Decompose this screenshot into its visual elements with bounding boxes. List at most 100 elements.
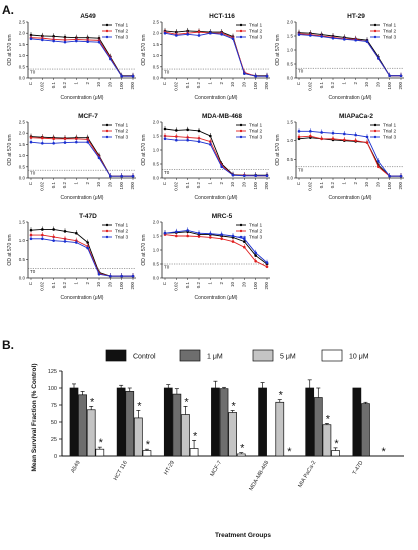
x-tick-label: 200 (264, 82, 269, 90)
data-point (52, 137, 55, 141)
data-point (309, 34, 312, 37)
data-point (231, 173, 235, 177)
legend-label: Trial 3 (115, 35, 128, 41)
significance-star: * (334, 438, 339, 450)
bar (172, 393, 182, 457)
legend-marker (373, 123, 377, 127)
data-point (231, 240, 235, 243)
legend-marker (105, 123, 109, 127)
x-tick-label: 1 (208, 282, 213, 285)
t0-label: T0 (164, 265, 170, 270)
y-tick-label: 0.5 (19, 164, 26, 169)
data-point (186, 234, 189, 238)
x-tick-label: 0.02 (40, 182, 45, 191)
data-point (109, 57, 112, 61)
series-line (298, 34, 401, 77)
data-point (186, 33, 189, 36)
data-point (109, 174, 112, 178)
legend-label: Trial 1 (383, 23, 396, 29)
line-chart-6: T-47D 0.0 0.5 1.0 1.5 C 0.02 0.1 0.2 1 2 10 20 100 200… (7, 213, 136, 301)
x-axis-label: Concentration (μM) (195, 195, 238, 201)
t0-label: T0 (164, 170, 170, 175)
x-tick-label: 2 (219, 282, 224, 285)
data-point (365, 141, 369, 144)
bar-y-tick-label: 125 (48, 369, 57, 375)
x-axis-label: Concentration (μM) (329, 195, 372, 201)
x-tick-label: 10 (230, 282, 235, 288)
legend-marker (105, 229, 109, 233)
data-point (197, 136, 201, 140)
data-point (220, 33, 223, 36)
legend-label: Trial 2 (249, 229, 262, 235)
data-point (97, 156, 101, 160)
data-point (265, 174, 269, 178)
y-tick-label: 1.0 (153, 248, 160, 253)
data-point (209, 236, 212, 239)
data-point (175, 138, 178, 142)
bar-chart-body: 0 25 50 75 100 125 Mean Survival Fraction (% C… (31, 349, 404, 539)
series-line (298, 137, 401, 177)
data-point (197, 30, 201, 34)
x-tick-label: 0.02 (40, 282, 45, 291)
legend-marker (239, 29, 243, 33)
legend-marker (239, 123, 243, 127)
y-tick-label: 1.0 (153, 148, 160, 153)
data-point (41, 233, 44, 237)
x-axis-label: Concentration (μM) (195, 95, 238, 101)
y-tick-label: 1.5 (287, 120, 294, 125)
data-point (343, 132, 346, 136)
data-point (343, 138, 346, 142)
data-point (163, 137, 167, 141)
legend-marker (373, 135, 377, 139)
data-point (209, 134, 212, 138)
data-point (377, 159, 380, 163)
bar-y-tick-label: 50 (51, 420, 57, 426)
data-point (29, 233, 33, 237)
x-tick-label: 0.1 (51, 282, 56, 289)
y-tick-label: 1.0 (19, 53, 26, 58)
data-point (254, 254, 257, 257)
x-tick-label: 0.2 (196, 182, 201, 189)
data-point (75, 241, 78, 244)
chart-title: A549 (80, 13, 96, 20)
x-tick-label: C (28, 281, 33, 285)
t0-label: T0 (164, 70, 170, 75)
data-point (243, 174, 246, 178)
x-tick-label: 20 (242, 182, 247, 188)
y-tick-label: 0.5 (287, 157, 294, 162)
data-point (41, 38, 44, 42)
chart-title: MDA-MB-468 (202, 113, 242, 120)
significance-star: * (231, 400, 236, 412)
data-point (163, 31, 167, 35)
data-point (29, 237, 33, 241)
data-point (197, 231, 201, 235)
series-line (164, 229, 268, 263)
x-tick-label: 200 (130, 82, 135, 90)
y-tick-label: 2.5 (19, 20, 26, 25)
bar-y-tick-label: 75 (51, 403, 57, 409)
legend-marker (239, 135, 243, 139)
y-tick-label: 1.5 (153, 134, 160, 139)
data-point (63, 230, 67, 233)
legend-label: 10 μM (349, 354, 369, 361)
legend-marker (239, 23, 243, 27)
data-point (243, 72, 246, 75)
x-tick-label: 1 (208, 82, 213, 85)
data-point (331, 36, 335, 40)
data-point (309, 130, 312, 133)
bar (305, 387, 315, 457)
bar (163, 387, 173, 457)
legend-marker (373, 129, 377, 133)
y-tick-label: 0.0 (287, 176, 294, 181)
x-tick-label: C (162, 81, 167, 85)
chart-title: T-47D (79, 213, 97, 220)
data-point (354, 139, 357, 142)
data-point (75, 140, 78, 144)
legend-label: Trial 2 (115, 29, 128, 35)
data-point (41, 141, 44, 145)
y-axis-label: OD at 570 nm (7, 134, 13, 165)
bar-y-tick-label: 100 (48, 386, 57, 392)
bar (181, 414, 190, 457)
data-point (209, 31, 212, 35)
series-line (164, 234, 268, 268)
